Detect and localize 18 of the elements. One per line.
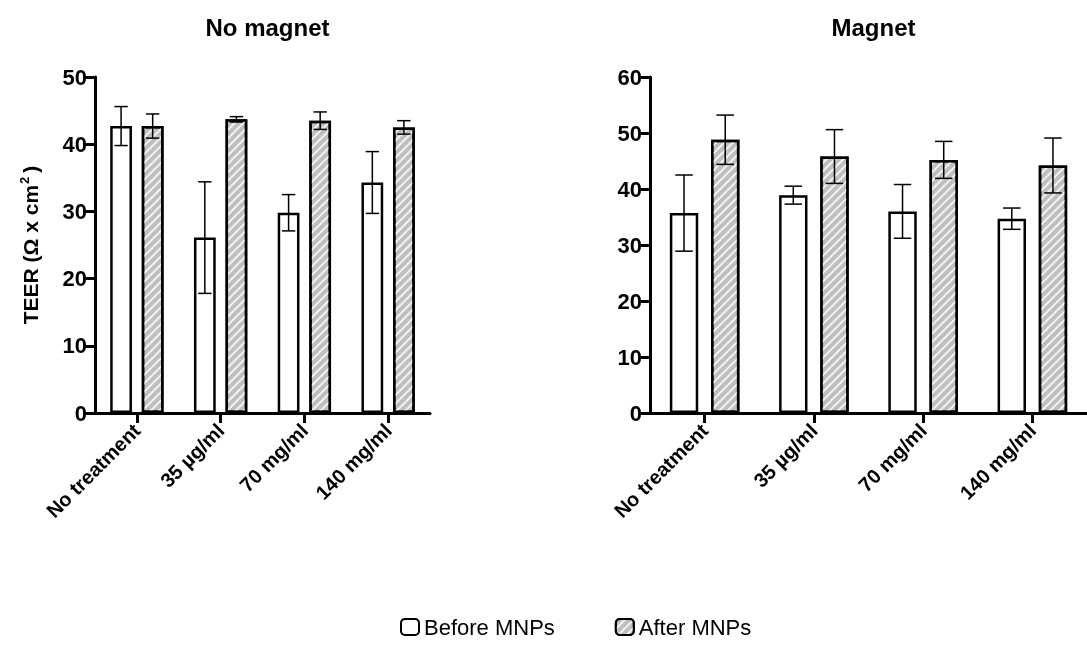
y-tick-label: 40: [617, 176, 642, 202]
chart-title: No magnet: [205, 13, 330, 41]
y-tick-label: 40: [62, 131, 87, 157]
y-tick-label: 0: [74, 400, 87, 426]
chart-title: Magnet: [831, 13, 916, 41]
y-tick-label: 50: [617, 120, 642, 146]
legend-label: Before MNPs: [424, 614, 555, 640]
y-tick-label: 30: [617, 232, 642, 258]
y-tick-label: 20: [62, 266, 87, 292]
y-tick-label: 50: [62, 64, 87, 90]
y-tick-label: 10: [62, 333, 87, 359]
y-tick-label: 10: [617, 344, 642, 370]
y-tick-label: 60: [617, 64, 642, 90]
y-axis-title: TEER (Ω x cm2): [16, 165, 42, 325]
y-tick-label: 0: [629, 400, 642, 426]
y-tick-label: 20: [617, 288, 642, 314]
y-tick-label: 30: [62, 198, 87, 224]
legend-label: After MNPs: [638, 614, 752, 640]
